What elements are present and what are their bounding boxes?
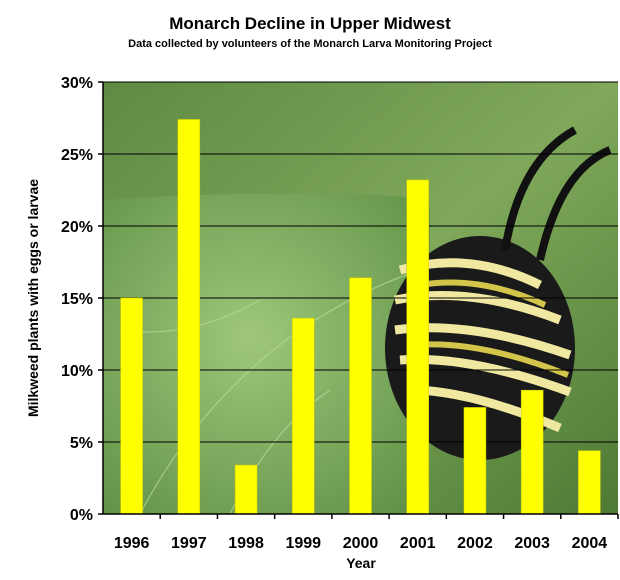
y-axis-label: Milkweed plants with eggs or larvae [25,179,41,417]
x-tick-label: 2001 [400,535,436,552]
bar-2001 [406,179,429,515]
bar-1996 [120,297,143,515]
bars [120,119,601,515]
bar-1997 [177,119,201,515]
x-tick-label: 2000 [343,535,379,552]
x-tick-label: 1996 [114,535,150,552]
bar-1998 [234,464,258,515]
x-tick-label: 2004 [572,535,608,552]
x-tick-label: 1998 [228,535,264,552]
y-tick-label: 30% [61,75,93,92]
y-tick-label: 5% [70,435,93,452]
x-tick-label: 1997 [171,535,207,552]
y-tick-label: 10% [61,363,93,380]
chart-subtitle: Data collected by volunteers of the Mona… [128,38,492,50]
y-tick-label: 0% [70,507,93,524]
y-tick-label: 15% [61,291,93,308]
bar-2003 [520,389,544,515]
chart-title: Monarch Decline in Upper Midwest [169,14,451,33]
bar-2000 [349,277,372,515]
x-tick-label: 1999 [285,535,321,552]
bar-1999 [292,317,315,515]
y-tick-labels: 0% 5% 10% 15% 20% 25% 30% [61,75,103,524]
x-tick-label: 2003 [514,535,550,552]
x-axis-label: Year [346,555,376,571]
bar-2002 [463,407,487,515]
bar-2004 [578,450,601,515]
y-tick-label: 25% [61,147,93,164]
x-tick-label: 2002 [457,535,493,552]
y-tick-label: 20% [61,219,93,236]
x-tick-labels: 1996 1997 1998 1999 2000 2001 2002 2003 2004 [114,514,619,552]
